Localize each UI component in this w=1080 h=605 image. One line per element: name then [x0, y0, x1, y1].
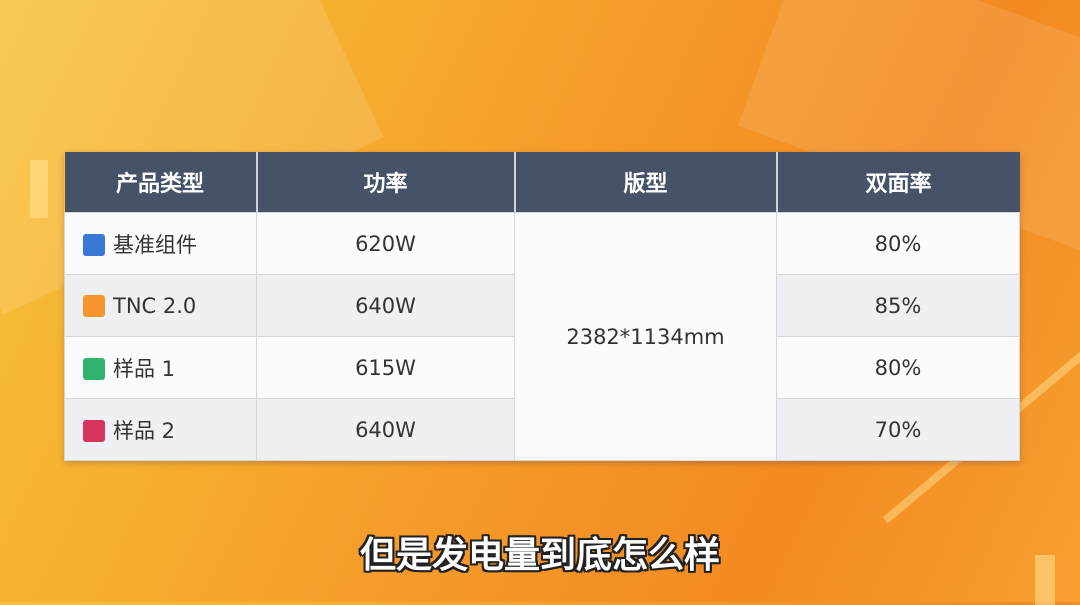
- product-name: 样品 2: [113, 418, 176, 443]
- comparison-table: 产品类型 功率 版型 双面率 基准组件 620W 2382*1134mm 80%…: [64, 152, 1020, 461]
- power-cell: 640W: [256, 398, 515, 461]
- header-size: 版型: [514, 152, 778, 213]
- bifaciality-cell: 80%: [776, 336, 1020, 399]
- header-product-type: 产品类型: [64, 152, 258, 213]
- product-cell: 样品 1: [64, 336, 257, 399]
- color-swatch: [83, 357, 105, 380]
- power-cell: 615W: [256, 336, 515, 399]
- power-cell: 620W: [256, 212, 515, 275]
- table-row: 基准组件 620W 2382*1134mm 80%: [64, 212, 1020, 461]
- product-cell: 基准组件: [64, 212, 257, 275]
- product-cell: 样品 2: [64, 398, 257, 461]
- product-name: 样品 1: [113, 356, 176, 381]
- product-name: 基准组件: [113, 232, 197, 257]
- table-header: 产品类型 功率 版型 双面率: [64, 152, 1020, 213]
- size-cell: 2382*1134mm: [514, 212, 777, 461]
- bifaciality-cell: 70%: [776, 398, 1020, 461]
- bifaciality-cell: 80%: [776, 212, 1020, 275]
- table-row: 样品 1 615W 80%: [64, 336, 1020, 399]
- table-row: 样品 2 640W 70%: [64, 398, 1020, 461]
- color-swatch: [83, 294, 105, 317]
- power-cell: 640W: [256, 274, 515, 337]
- background-bar: [30, 160, 48, 218]
- product-name: TNC 2.0: [113, 293, 197, 318]
- video-subtitle: 但是发电量到底怎么样: [359, 535, 720, 576]
- table-row: TNC 2.0 640W 85%: [64, 274, 1020, 337]
- background-bar: [1035, 555, 1055, 605]
- bifaciality-cell: 85%: [776, 274, 1020, 337]
- header-power: 功率: [256, 152, 516, 213]
- color-swatch: [83, 233, 105, 256]
- product-cell: TNC 2.0: [64, 274, 257, 337]
- header-bifaciality: 双面率: [776, 152, 1020, 213]
- color-swatch: [83, 419, 105, 442]
